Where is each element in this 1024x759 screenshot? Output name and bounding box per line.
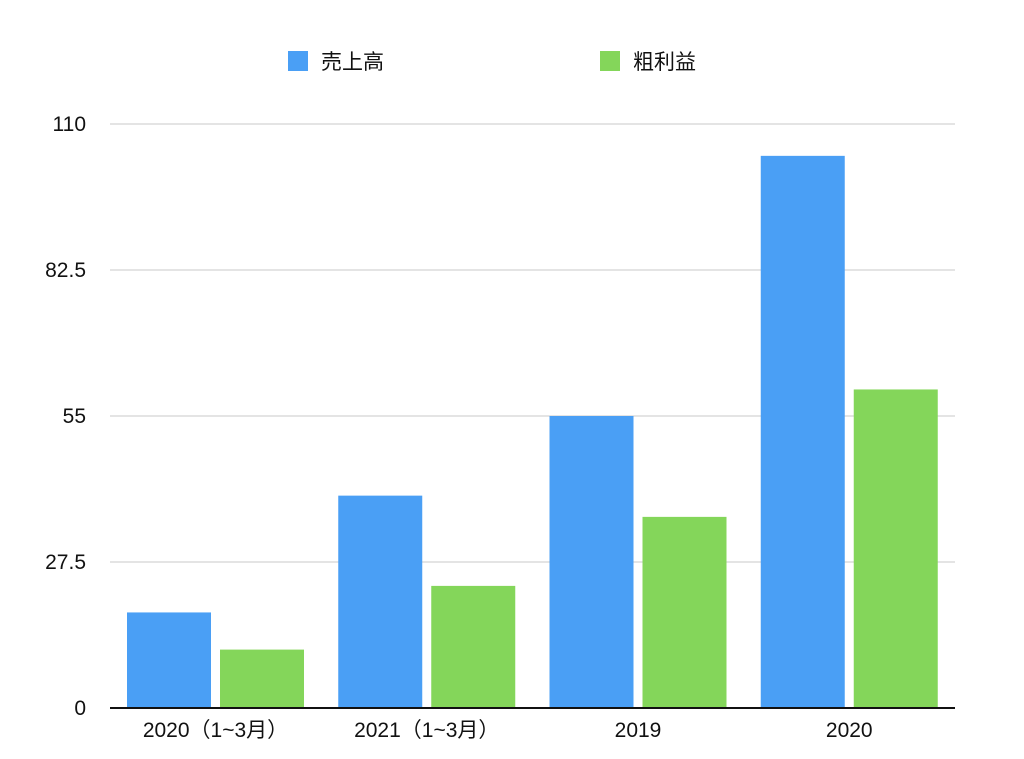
bar-gross-profit-4 <box>853 389 938 708</box>
bar-gross-profit-3 <box>642 516 727 708</box>
bar-sales-3 <box>549 416 634 708</box>
bar-sales-2 <box>338 495 423 708</box>
y-tick-label: 82.5 <box>45 259 86 282</box>
x-category-label: 2020（1~3月） <box>143 719 288 742</box>
x-category-label: 2020 <box>826 719 873 742</box>
x-category-label: 2019 <box>615 719 662 742</box>
y-tick-label: 55 <box>63 405 86 428</box>
legend-label-1: 売上高 <box>321 51 384 74</box>
category-labels: 2020（1~3月） 2021（1~3月） 2019 2020 <box>143 719 873 742</box>
x-category-label: 2021（1~3月） <box>354 719 499 742</box>
legend-label-2: 粗利益 <box>633 51 696 74</box>
legend-swatch-1 <box>288 51 308 71</box>
legend-swatch-2 <box>600 51 620 71</box>
bars <box>127 155 938 708</box>
legend: 売上高 粗利益 <box>288 51 696 74</box>
bar-sales-1 <box>127 612 211 708</box>
y-tick-label: 27.5 <box>45 551 86 574</box>
y-tick-label: 110 <box>53 113 86 136</box>
bar-gross-profit-2 <box>431 585 516 708</box>
y-axis-ticks: 0 27.5 55 82.5 110 <box>45 113 86 720</box>
bar-gross-profit-1 <box>220 649 304 708</box>
y-tick-label: 0 <box>74 697 86 720</box>
bar-sales-4 <box>760 155 845 708</box>
